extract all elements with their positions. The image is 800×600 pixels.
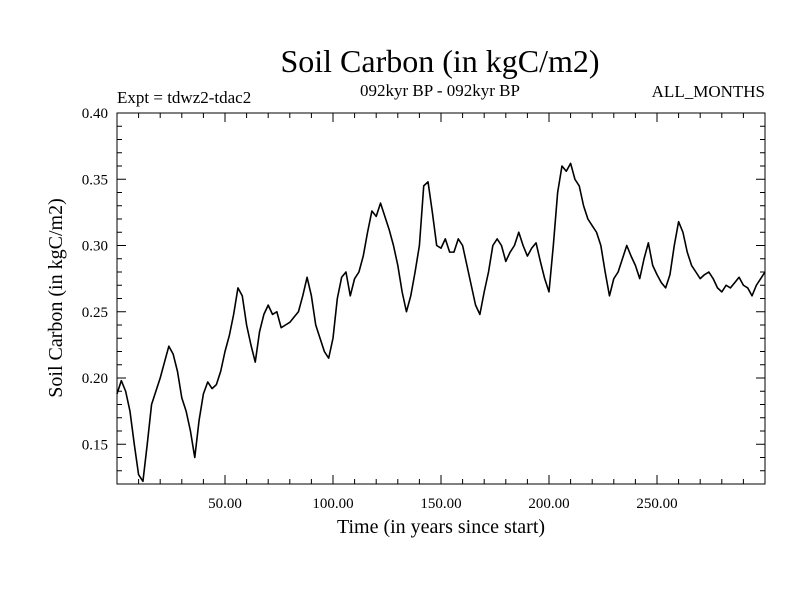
plot-frame — [116, 112, 766, 485]
y-tick-label: 0.15 — [82, 437, 108, 453]
y-tick-label: 0.20 — [82, 371, 108, 387]
chart-subtitle: 092kyr BP - 092kyr BP — [360, 81, 520, 100]
x-axis-ticks: 50.00 100.00 150.00 200.00 250.00 — [138, 113, 744, 512]
x-tick-label: 100.00 — [312, 496, 353, 512]
y-axis-label: Soil Carbon (in kgC/m2) — [45, 198, 67, 397]
expt-label: Expt = tdwz2-tdac2 — [117, 88, 251, 107]
y-tick-label: 0.30 — [82, 239, 108, 255]
months-label: ALL_MONTHS — [652, 82, 765, 101]
x-axis-label: Time (in years since start) — [337, 516, 545, 538]
x-tick-label: 50.00 — [208, 496, 242, 512]
x-tick-label: 250.00 — [636, 496, 677, 512]
chart-title: Soil Carbon (in kgC/m2) — [280, 43, 599, 79]
x-tick-label: 200.00 — [528, 496, 569, 512]
y-tick-label: 0.35 — [82, 172, 108, 188]
y-axis-ticks: 0.15 0.20 0.25 0.30 0.35 0.40 — [82, 106, 765, 472]
y-tick-label: 0.25 — [82, 305, 108, 321]
y-tick-label: 0.40 — [82, 106, 108, 122]
x-tick-label: 150.00 — [420, 496, 461, 512]
soil-carbon-series-line — [116, 162, 766, 483]
